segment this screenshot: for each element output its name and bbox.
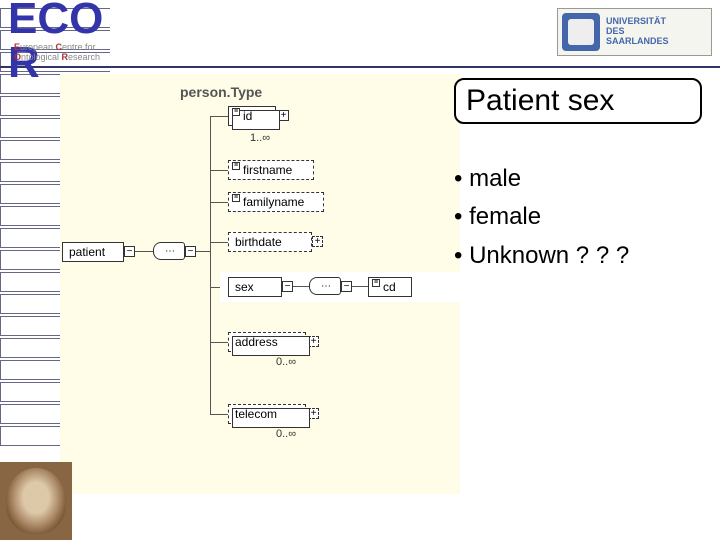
bullet-item: male: [454, 160, 702, 198]
sequence-box: ⋯: [309, 277, 341, 295]
node-id-label: id: [243, 109, 252, 123]
node-birthdate-label: birthdate: [235, 235, 282, 249]
slide-title-text: Patient sex: [466, 84, 614, 118]
expand-icon: −: [341, 281, 352, 292]
cardinality-telecom: 0..∞: [276, 428, 296, 440]
expand-icon: −: [185, 246, 196, 257]
schema-type-label: person.Type: [180, 84, 262, 100]
expand-icon: −: [282, 281, 293, 292]
bullet-item: female: [454, 198, 702, 236]
node-familyname-label: familyname: [243, 195, 304, 209]
slide-title: Patient sex: [454, 78, 702, 124]
schema-diagram: person.Type patient − ⋯ − ≡ id + 1..∞ ≡ …: [60, 74, 460, 494]
node-familyname: ≡ familyname: [228, 192, 324, 212]
node-address-label: address: [235, 335, 278, 349]
node-telecom-label: telecom: [235, 407, 277, 421]
collapse-icon: +: [312, 236, 323, 247]
node-address: address: [228, 332, 306, 352]
node-sex: sex: [228, 277, 282, 297]
node-telecom: telecom: [228, 404, 306, 424]
node-firstname: ≡ firstname: [228, 160, 314, 180]
node-firstname-label: firstname: [243, 163, 292, 177]
portrait-image: [0, 462, 72, 540]
node-sex-label: sex: [235, 280, 254, 294]
node-cd: ≡ cd: [368, 277, 412, 297]
bullet-item: Unknown ? ? ?: [454, 237, 702, 275]
university-seal-icon: [562, 13, 600, 51]
tagline-line-1: European Centre for: [14, 42, 96, 52]
node-patient-label: patient: [69, 245, 105, 259]
cardinality-id: 1..∞: [250, 132, 270, 144]
sequence-box: ⋯: [153, 242, 185, 260]
expand-icon: −: [124, 246, 135, 257]
university-name: UNIVERSITÄT DES SAARLANDES: [606, 17, 669, 47]
node-patient: patient: [62, 242, 124, 262]
node-id: ≡ id: [228, 106, 276, 126]
university-badge: UNIVERSITÄT DES SAARLANDES: [557, 8, 712, 56]
bullet-list: male female Unknown ? ? ?: [454, 160, 702, 275]
cardinality-address: 0..∞: [276, 356, 296, 368]
node-cd-label: cd: [383, 280, 396, 294]
node-birthdate: birthdate: [228, 232, 312, 252]
slide-header: ECO R European Centre for Ontological Re…: [0, 0, 720, 68]
tagline-line-2: Ontological Research: [14, 52, 100, 62]
